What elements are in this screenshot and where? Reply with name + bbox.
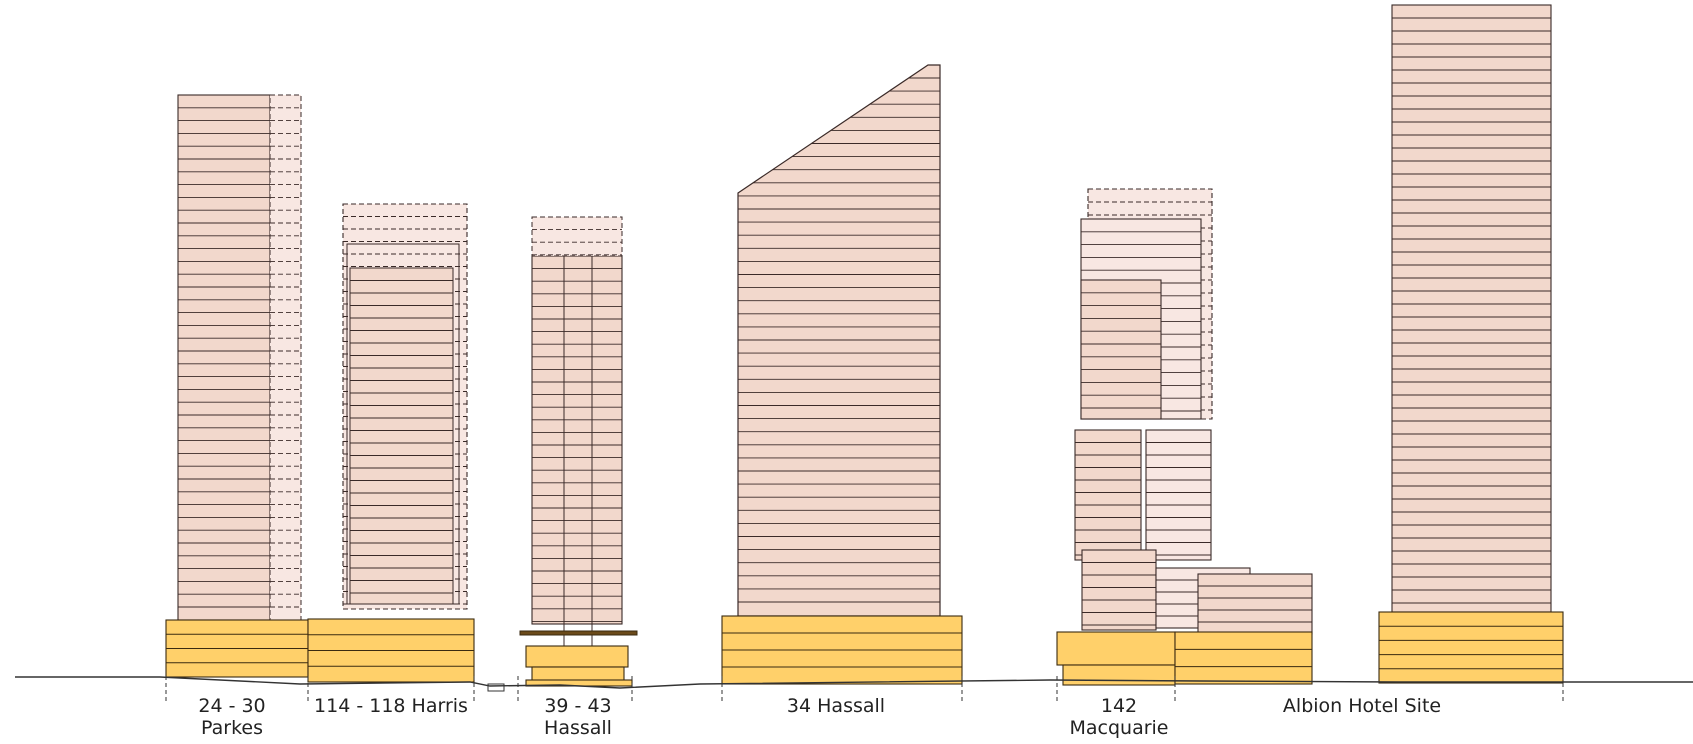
tower-body [1081,549,1157,631]
tower-34-hassall [737,64,941,617]
label-line: Albion Hotel Site [1282,695,1442,717]
podium-body [1174,631,1313,685]
tower-albion-hotel-site [1391,4,1552,613]
tower-body [1145,429,1212,561]
label-142-macquarie: 142 Macquarie [1069,695,1168,739]
podium-albion-hotel-site [1378,611,1564,684]
tower-114-118-harris-envelope [342,203,468,610]
podium-cap [519,630,638,636]
kerb-detail [487,683,505,692]
buildings-layer [165,4,1564,692]
tower-crown-dashed [531,216,623,257]
tower-body [737,64,941,617]
tower-wing-dashed [269,94,302,621]
label-34-hassall: 34 Hassall [787,695,885,717]
label-39-43-hassall: 39 - 43 Hassall [544,695,612,739]
tower-39-43-hassall [519,216,638,680]
tower-body [177,94,271,621]
podium-body [1378,611,1564,684]
tower-core [349,267,454,605]
label-line: 39 - 43 [544,695,612,717]
tower-body [1391,4,1552,613]
podium-34-hassall [721,615,963,685]
label-line: 114 - 118 Harris [314,695,468,717]
tower-142-macquarie-lower [1081,549,1157,631]
tower-142-macquarie-mid-right [1145,429,1212,561]
tower-24-30-parkes [177,94,302,621]
tower-albion-annex [1197,573,1313,635]
label-line: Hassall [544,717,612,739]
tower-body [1080,279,1162,420]
podium-24-30-parkes [165,619,309,678]
podium-body [1056,631,1176,666]
podium-albion-annex [1174,631,1313,685]
podium-142-macquarie-a [1056,631,1176,666]
tower-142-macquarie-mid-left [1074,429,1142,561]
label-line: 24 - 30 [198,695,266,717]
label-114-118-harris: 114 - 118 Harris [314,695,468,717]
podium-114-118-harris [307,618,475,683]
tower-body [1197,573,1313,635]
site-boundary-ticks [165,676,1564,702]
label-line: 142 [1100,695,1138,717]
label-albion-hotel-site: Albion Hotel Site [1283,695,1441,717]
tower-body [531,255,623,625]
label-24-30-parkes: 24 - 30 Parkes [198,695,265,739]
label-line: 34 Hassall [786,695,886,717]
tower-142-macquarie-upper-core [1080,279,1162,420]
label-line: Macquarie [1069,717,1169,739]
tower-body [1074,429,1142,561]
ground-line [15,676,1693,689]
label-line: Parkes [201,717,263,739]
